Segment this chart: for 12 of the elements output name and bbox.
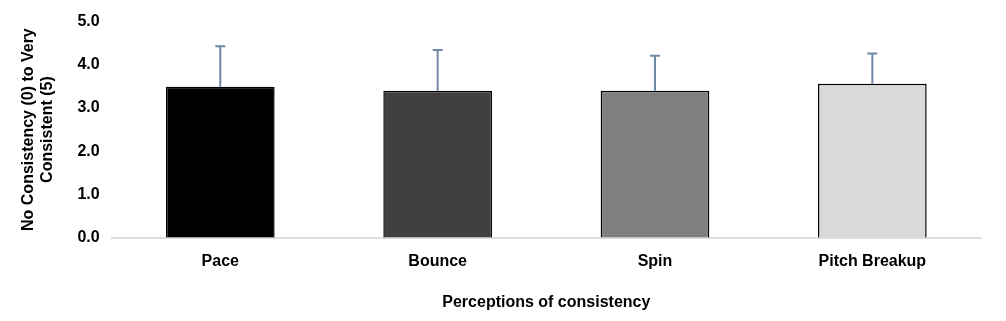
- x-tick-label: Spin: [637, 251, 673, 269]
- y-tick-label: 1.0: [77, 184, 100, 202]
- x-tick-label: Pace: [201, 251, 240, 269]
- x-tick-label: Pitch Breakup: [818, 251, 927, 269]
- y-tick-label: 5.0: [77, 12, 100, 30]
- y-tick-label: 3.0: [77, 98, 100, 116]
- y-axis-title: No Consistency (0) to Very Consistent (5): [19, 28, 56, 231]
- y-tick-label: 0.0: [77, 228, 100, 246]
- y-tick-label: 4.0: [77, 55, 100, 73]
- x-tick-label: Bounce: [408, 251, 468, 269]
- y-tick-label: 2.0: [77, 141, 100, 159]
- x-axis-title: Perceptions of consistency: [442, 292, 651, 310]
